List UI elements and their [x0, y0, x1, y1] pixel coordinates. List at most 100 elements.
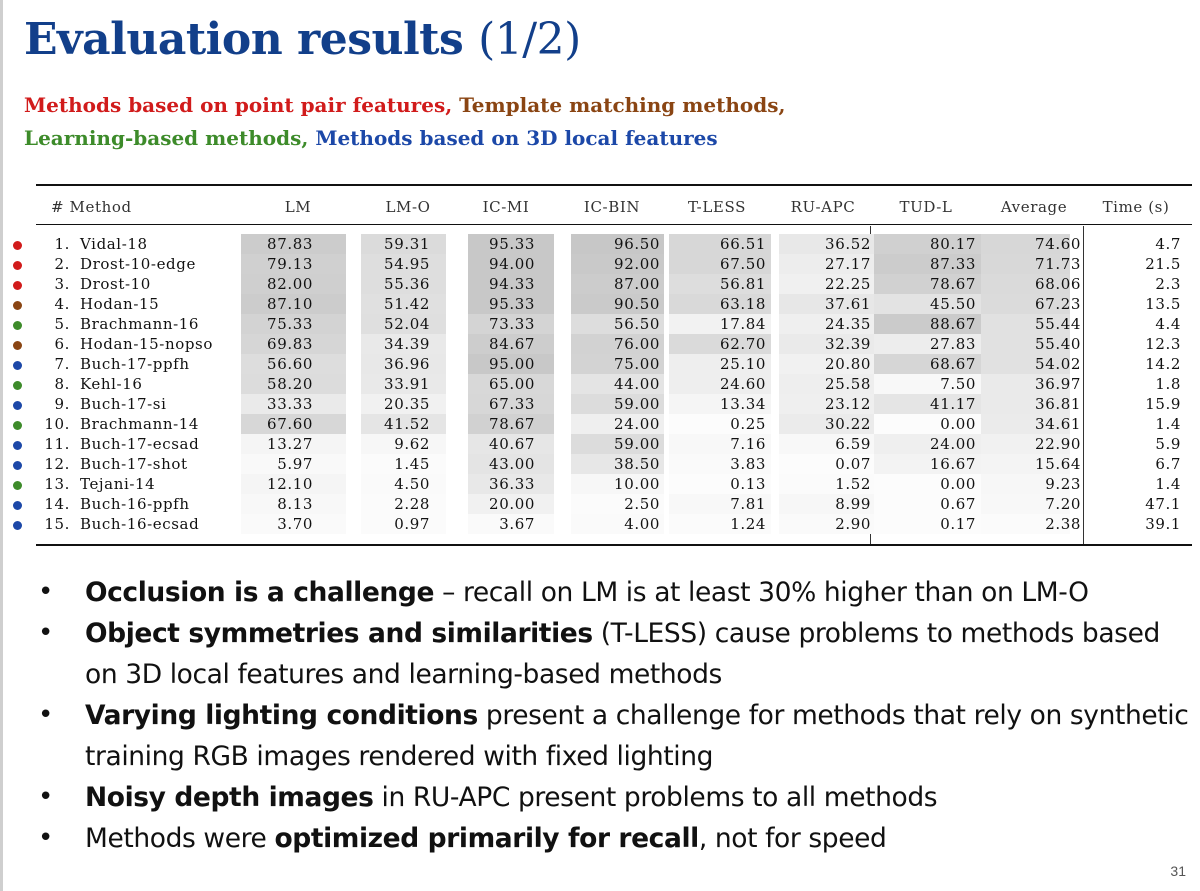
score-cell: 9.62	[394, 435, 430, 453]
score-cell: 78.67	[930, 275, 976, 293]
row-method: Buch-17-si	[80, 395, 167, 413]
category-dot	[13, 300, 22, 310]
score-cell-shade	[571, 494, 664, 514]
bullet-marker: •	[38, 577, 54, 607]
bullet-text: Noisy depth images in RU-APC present pro…	[85, 777, 1190, 818]
score-cell-shade	[779, 254, 874, 274]
score-cell-shade	[468, 314, 554, 334]
score-cell-shade	[468, 454, 554, 474]
time-cell: 6.7	[1155, 455, 1181, 473]
score-cell: 36.96	[384, 355, 430, 373]
row-method: Buch-17-shot	[80, 455, 188, 473]
row-rank: 15.	[44, 515, 70, 533]
average-cell-shade	[981, 234, 1070, 254]
score-cell: 0.00	[940, 415, 976, 433]
row-rank: 7.	[54, 355, 70, 373]
average-cell-shade	[981, 474, 1070, 494]
score-cell: 92.00	[614, 255, 660, 273]
time-cell: 1.8	[1155, 375, 1181, 393]
score-cell: 17.84	[720, 315, 766, 333]
bullet-item: • Noisy depth images in RU-APC present pr…	[0, 777, 1200, 818]
score-cell-shade	[361, 514, 446, 534]
category-dot	[13, 340, 22, 350]
average-cell: 7.20	[1045, 495, 1081, 513]
score-cell: 25.10	[720, 355, 766, 373]
score-cell: 24.35	[825, 315, 871, 333]
bullet-text: Occlusion is a challenge – recall on LM …	[85, 572, 1190, 613]
score-cell: 23.12	[825, 395, 871, 413]
col-header: TUD-L	[899, 198, 953, 216]
score-cell: 41.52	[384, 415, 430, 433]
score-cell: 59.31	[384, 235, 430, 253]
score-cell: 37.61	[825, 295, 871, 313]
bullet-text: Object symmetries and similarities (T-LE…	[85, 613, 1190, 695]
bullet-emphasis: optimized primarily for recall	[274, 823, 699, 854]
category-dot	[13, 400, 22, 410]
col-header: Average	[1000, 198, 1068, 216]
score-cell-shade	[571, 234, 664, 254]
score-cell: 10.00	[614, 475, 660, 493]
score-cell: 30.22	[825, 415, 871, 433]
score-cell-shade	[874, 394, 981, 414]
row-rank: 14.	[44, 495, 70, 513]
bullet-item: • Object symmetries and similarities (T-L…	[0, 613, 1200, 695]
score-cell: 33.91	[384, 375, 430, 393]
category-dot	[13, 460, 22, 470]
score-cell-shade	[241, 474, 346, 494]
col-header-method: # Method	[51, 198, 132, 216]
bullet-marker: •	[38, 823, 54, 853]
score-cell: 88.67	[930, 315, 976, 333]
row-rank: 4.	[54, 295, 70, 313]
score-cell: 33.33	[267, 395, 313, 413]
score-cell-shade	[779, 354, 874, 374]
row-rank: 1.	[54, 235, 70, 253]
col-header: Time (s)	[1102, 198, 1170, 216]
average-cell: 22.90	[1035, 435, 1081, 453]
score-cell-shade	[779, 454, 874, 474]
category-label: Methods based on 3D local features	[315, 126, 718, 150]
score-cell: 0.67	[940, 495, 976, 513]
score-cell: 44.00	[614, 375, 660, 393]
bullet-segment: in RU-APC present problems to all method…	[373, 782, 938, 813]
bullet-emphasis: Noisy depth images	[85, 782, 374, 813]
score-cell-shade	[779, 234, 874, 254]
score-cell-shade	[874, 234, 981, 254]
score-cell: 8.99	[835, 495, 871, 513]
score-cell: 38.50	[614, 455, 660, 473]
score-cell-shade	[571, 414, 664, 434]
score-cell-shade	[779, 494, 874, 514]
score-cell-shade	[571, 454, 664, 474]
average-cell: 68.06	[1035, 275, 1081, 293]
score-cell-shade	[468, 254, 554, 274]
score-cell: 36.33	[489, 475, 535, 493]
score-cell: 20.35	[384, 395, 430, 413]
col-header: RU-APC	[790, 198, 856, 216]
score-cell: 1.45	[394, 455, 430, 473]
score-cell-shade	[468, 474, 554, 494]
score-cell-shade	[361, 334, 446, 354]
score-cell-shade	[874, 374, 981, 394]
score-cell: 6.59	[835, 435, 871, 453]
row-rank: 5.	[54, 315, 70, 333]
row-method: Vidal-18	[80, 235, 148, 253]
bullet-marker: •	[38, 700, 54, 730]
time-cell: 2.3	[1155, 275, 1181, 293]
category-separator: ,	[301, 126, 316, 150]
score-cell: 12.10	[267, 475, 313, 493]
score-cell: 8.13	[277, 495, 313, 513]
average-cell: 9.23	[1045, 475, 1081, 493]
score-cell: 24.00	[930, 435, 976, 453]
category-dot	[13, 320, 22, 330]
score-cell-shade	[669, 494, 771, 514]
results-table: # Method LM LM-O IC-MI IC-BIN T-LESS RU-APC TUD…	[36, 184, 1192, 546]
score-cell: 90.50	[614, 295, 660, 313]
average-cell-shade	[981, 514, 1070, 534]
score-cell-shade	[669, 414, 771, 434]
score-cell: 24.00	[614, 415, 660, 433]
score-cell: 20.00	[489, 495, 535, 513]
time-cell: 12.3	[1145, 335, 1181, 353]
score-cell: 2.50	[624, 495, 660, 513]
row-method: Kehl-16	[80, 375, 143, 393]
average-cell-shade	[981, 254, 1070, 274]
score-cell-shade	[571, 314, 664, 334]
